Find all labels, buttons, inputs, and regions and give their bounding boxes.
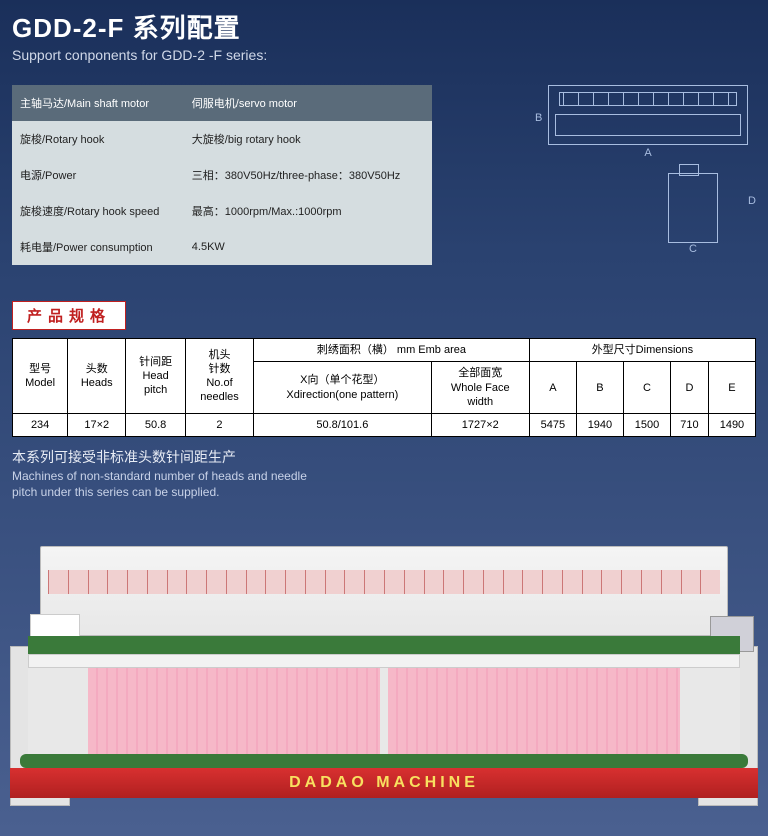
th-needles: 机头针数No.ofneedles <box>185 339 253 414</box>
spec-cell: 耗电量/Power consumption <box>12 229 184 265</box>
dim-d-label: D <box>748 195 756 207</box>
th-emb: 刺绣面积（横） mm Emb area <box>254 339 530 362</box>
td-heads: 17×2 <box>68 414 126 437</box>
spec-hdr-left: 主轴马达/Main shaft motor <box>12 85 184 121</box>
machine-rail2-icon <box>28 654 740 668</box>
th-model: 型号Model <box>13 339 68 414</box>
note-en: Machines of non-standard number of heads… <box>12 469 412 500</box>
td-b: 1940 <box>576 414 623 437</box>
machine-bed: DADAO MACHINE <box>10 768 758 798</box>
spec-cell: 最高：1000rpm/Max.:1000rpm <box>184 193 432 229</box>
th-heads: 头数Heads <box>68 339 126 414</box>
th-a: A <box>529 362 576 414</box>
th-x: X向（单个花型）Xdirection(one pattern) <box>254 362 432 414</box>
spec-cell: 旋梭速度/Rotary hook speed <box>12 193 184 229</box>
spec-row: 主轴马达/Main shaft motor 伺服电机/servo motor 旋… <box>0 75 768 265</box>
spec-cell: 三相：380V50Hz/three-phase：380V50Hz <box>184 157 432 193</box>
machine-roller-icon <box>20 754 748 768</box>
machine-illustration: DADAO MACHINE <box>0 516 768 836</box>
td-model: 234 <box>13 414 68 437</box>
section-badge: 产品规格 <box>12 301 126 330</box>
title-cn: GDD-2-F 系列配置 <box>12 8 756 45</box>
spec-cell: 大旋梭/big rotary hook <box>184 121 432 157</box>
spec-hdr-right: 伺服电机/servo motor <box>184 85 432 121</box>
dim-a-label: A <box>548 147 748 159</box>
td-d: 710 <box>671 414 709 437</box>
note-cn: 本系列可接受非标准头数针间距生产 <box>12 447 756 467</box>
spec-cell: 4.5KW <box>184 229 432 265</box>
td-pitch: 50.8 <box>126 414 186 437</box>
diagram-side-icon <box>668 173 718 243</box>
machine-rail-icon <box>28 636 740 654</box>
header: GDD-2-F 系列配置 Support conponents for GDD-… <box>0 0 768 75</box>
diagram-area: B A C D <box>444 75 768 265</box>
td-needles: 2 <box>185 414 253 437</box>
th-c: C <box>623 362 670 414</box>
dim-c-label: C <box>668 243 718 255</box>
spec-cell: 旋梭/Rotary hook <box>12 121 184 157</box>
th-d: D <box>671 362 709 414</box>
th-e: E <box>708 362 755 414</box>
td-whole: 1727×2 <box>431 414 529 437</box>
th-pitch: 针间距Headpitch <box>126 339 186 414</box>
td-x: 50.8/101.6 <box>254 414 432 437</box>
td-a: 5475 <box>529 414 576 437</box>
spec-cell: 电源/Power <box>12 157 184 193</box>
machine-fabric-icon <box>28 668 740 754</box>
machine-brand-text: DADAO MACHINE <box>289 774 479 792</box>
machine-heads-icon <box>48 570 720 594</box>
dim-b-label: B <box>535 112 542 124</box>
product-spec-table: 型号Model 头数Heads 针间距Headpitch 机头针数No.ofne… <box>12 338 756 437</box>
title-en: Support conponents for GDD-2 -F series: <box>12 47 756 63</box>
th-whole: 全部面宽Whole Facewidth <box>431 362 529 414</box>
th-dim: 外型尺寸Dimensions <box>529 339 755 362</box>
td-c: 1500 <box>623 414 670 437</box>
diagram-front-icon: B <box>548 85 748 145</box>
td-e: 1490 <box>708 414 755 437</box>
spec-table: 主轴马达/Main shaft motor 伺服电机/servo motor 旋… <box>12 85 432 265</box>
th-b: B <box>576 362 623 414</box>
